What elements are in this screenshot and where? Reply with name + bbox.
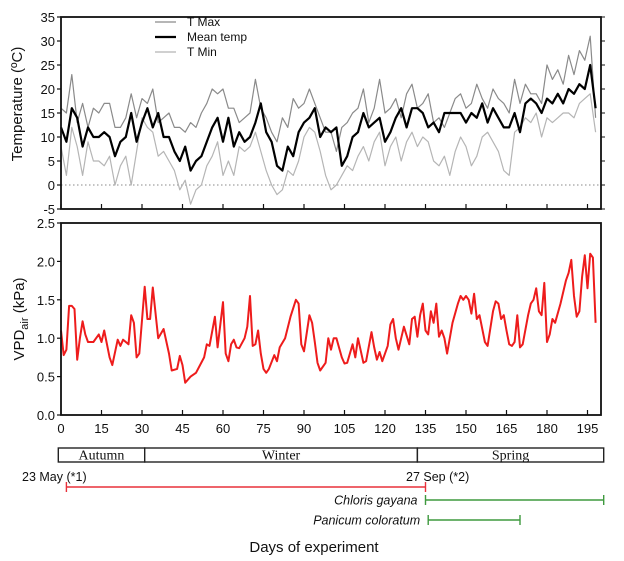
temperature-axis-label: Temperature (ºC) bbox=[9, 47, 26, 162]
period-annotations: 23 May (*1) 27 Sep (*2) Chloris gayana Pa… bbox=[22, 470, 605, 528]
vpd-y-tick-label: 0.0 bbox=[37, 408, 55, 423]
x-tick-label: 30 bbox=[135, 421, 149, 436]
season-autumn-label: Autumn bbox=[79, 449, 125, 464]
temp-y-tick-label: 0 bbox=[48, 178, 55, 193]
vpd-line bbox=[60, 252, 597, 384]
temp-y-tick-label: 35 bbox=[41, 10, 55, 25]
x-tick-label: 165 bbox=[496, 421, 518, 436]
vpd-label-unit: (kPa) bbox=[11, 277, 28, 317]
legend-tmax-label: T Max bbox=[187, 15, 220, 29]
temp-y-tick-label: 10 bbox=[41, 130, 55, 145]
season-bar: Autumn Winter Spring bbox=[57, 447, 605, 464]
vpd-label-main: VPD bbox=[11, 330, 28, 361]
temp-y-tick-label: 15 bbox=[41, 106, 55, 121]
vpd-y-tick-label: 1.5 bbox=[37, 293, 55, 308]
temperature-plot-frame bbox=[60, 16, 602, 210]
season-winter-label: Winter bbox=[262, 449, 301, 464]
season-spring-box bbox=[416, 447, 605, 463]
vpd-y-tick-label: 1.0 bbox=[37, 331, 55, 346]
x-tick-label: 0 bbox=[57, 421, 64, 436]
season-spring-label: Spring bbox=[492, 449, 529, 464]
x-tick-label: 120 bbox=[374, 421, 396, 436]
x-tick-label: 105 bbox=[334, 421, 356, 436]
legend-tmin-label: T Min bbox=[187, 45, 217, 59]
temp-y-tick-label: 20 bbox=[41, 82, 55, 97]
x-axis-title: Days of experiment bbox=[249, 539, 379, 556]
vpd-plot-frame bbox=[60, 222, 602, 416]
start-date-label: 23 May (*1) bbox=[22, 470, 87, 484]
x-tick-label: 90 bbox=[297, 421, 311, 436]
legend-mean-label: Mean temp bbox=[187, 30, 247, 44]
x-tick-label: 45 bbox=[175, 421, 189, 436]
tmax-line bbox=[60, 35, 597, 152]
x-tick-label: 75 bbox=[256, 421, 270, 436]
temp-y-tick-label: 25 bbox=[41, 58, 55, 73]
vpd-panel: 0.0 0.5 1.0 1.5 2.0 2.5 0 15 30 45 60 75 90 105 120 13… bbox=[11, 216, 602, 436]
x-tick-label: 135 bbox=[415, 421, 437, 436]
legend: T Max Mean temp T Min bbox=[155, 15, 247, 59]
panicum-coloratum-period-label: Panicum coloratum bbox=[313, 514, 420, 528]
temp-y-tick-label: -5 bbox=[43, 202, 55, 217]
x-tick-label: 60 bbox=[216, 421, 230, 436]
vpd-y-tick-label: 2.5 bbox=[37, 216, 55, 231]
vpd-axis-label: VPDair (kPa) bbox=[11, 277, 31, 360]
mean-temp-line bbox=[59, 63, 597, 172]
end-date-label: 27 Sep (*2) bbox=[406, 470, 469, 484]
chloris-gayana-period-label: Chloris gayana bbox=[334, 494, 417, 508]
tmin-line bbox=[60, 93, 597, 205]
vpd-y-tick-label: 0.5 bbox=[37, 370, 55, 385]
vpd-label-subscript: air bbox=[19, 317, 31, 330]
vpd-y-tick-label: 2.0 bbox=[37, 254, 55, 269]
x-tick-label: 150 bbox=[455, 421, 477, 436]
temperature-panel: -5 0 5 10 15 20 25 30 35 Temperature (ºC) T Max … bbox=[9, 10, 605, 217]
x-tick-label: 195 bbox=[577, 421, 599, 436]
temp-y-tick-label: 5 bbox=[48, 154, 55, 169]
temp-y-tick-label: 30 bbox=[41, 34, 55, 49]
x-tick-label: 15 bbox=[94, 421, 108, 436]
x-tick-label: 180 bbox=[536, 421, 558, 436]
